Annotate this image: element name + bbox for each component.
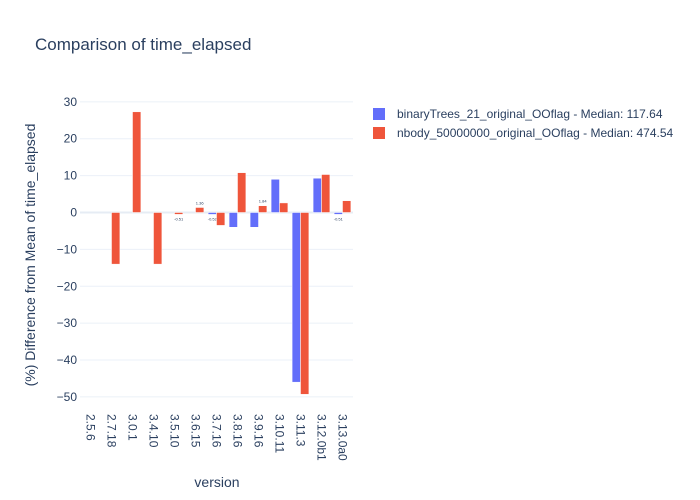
bar-binarytrees[interactable] <box>333 212 343 215</box>
bar-nbody[interactable] <box>132 111 142 213</box>
x-tick-label: 3.0.1 <box>126 414 140 441</box>
x-tick-label: 3.5.10 <box>168 414 182 448</box>
grid <box>80 101 353 398</box>
bar-binarytrees[interactable] <box>312 177 322 213</box>
bar-binarytrees[interactable] <box>249 212 259 228</box>
bar-binarytrees[interactable] <box>207 212 217 215</box>
x-tick-label: 3.9.16 <box>252 414 266 448</box>
x-tick-label: 3.11.3 <box>294 414 308 447</box>
chart-title: Comparison of time_elapsed <box>35 35 251 54</box>
y-tick-label: −20 <box>57 279 78 293</box>
y-tick-label: −30 <box>57 316 78 330</box>
x-tick-label: 2.5.6 <box>84 414 98 441</box>
y-tick-label: −50 <box>57 390 78 404</box>
bar-nbody[interactable] <box>111 212 121 265</box>
y-axis-ticks: 30 20 10 0 −10 −20 −30 −40 −50 <box>57 95 78 404</box>
legend[interactable]: binaryTrees_21_original_OOflag - Median:… <box>373 107 674 140</box>
bar-nbody[interactable] <box>258 205 268 213</box>
x-tick-label: 3.13.0a0 <box>336 414 350 461</box>
bar-nbody[interactable] <box>195 207 205 213</box>
legend-swatch <box>373 108 385 120</box>
x-tick-label: 3.12.0b1 <box>315 414 329 461</box>
bar-binarytrees[interactable] <box>270 179 280 213</box>
bar-nbody[interactable] <box>153 212 163 265</box>
x-tick-label: 3.7.16 <box>210 414 224 448</box>
x-axis-ticks: 2.5.6 2.7.18 3.0.1 3.4.10 3.5.10 3.6.15 3.7.16… <box>84 414 350 461</box>
x-tick-label: 3.8.16 <box>231 414 245 448</box>
y-tick-label: 30 <box>64 95 78 109</box>
bar-nbody[interactable] <box>174 212 184 215</box>
data-label: -0.52 <box>208 216 218 221</box>
x-tick-label: 3.6.15 <box>189 414 203 448</box>
y-axis-title: (%) Difference from Mean of time_elapsed <box>22 124 38 387</box>
bar-nbody[interactable] <box>300 212 310 395</box>
y-tick-label: 0 <box>70 206 77 220</box>
x-tick-label: 2.7.18 <box>105 414 119 448</box>
y-tick-label: 10 <box>64 169 78 183</box>
bar-nbody[interactable] <box>279 202 289 213</box>
x-axis-title: version <box>194 474 239 490</box>
bar-binarytrees[interactable] <box>291 212 301 383</box>
data-label: 1.36 <box>196 200 205 205</box>
bar-nbody[interactable] <box>321 174 331 213</box>
bar-binarytrees[interactable] <box>228 212 238 228</box>
bars: -0.52 -0.51 -0.51 1.36 1.84 <box>111 111 352 395</box>
legend-entry: binaryTrees_21_original_OOflag - Median:… <box>397 107 663 121</box>
data-label: 1.84 <box>259 199 268 204</box>
x-tick-label: 3.4.10 <box>147 414 161 448</box>
x-tick-label: 3.10.11 <box>273 414 287 453</box>
y-tick-label: −10 <box>57 242 78 256</box>
y-tick-label: −40 <box>57 353 78 367</box>
bar-nbody[interactable] <box>342 200 352 213</box>
data-label: -0.51 <box>174 216 184 221</box>
y-tick-label: 20 <box>64 132 78 146</box>
bar-nbody[interactable] <box>216 212 226 226</box>
legend-swatch <box>373 127 385 139</box>
data-label: -0.51 <box>334 216 344 221</box>
legend-entry: nbody_50000000_original_OOflag - Median:… <box>397 126 674 140</box>
bar-nbody[interactable] <box>237 172 247 213</box>
